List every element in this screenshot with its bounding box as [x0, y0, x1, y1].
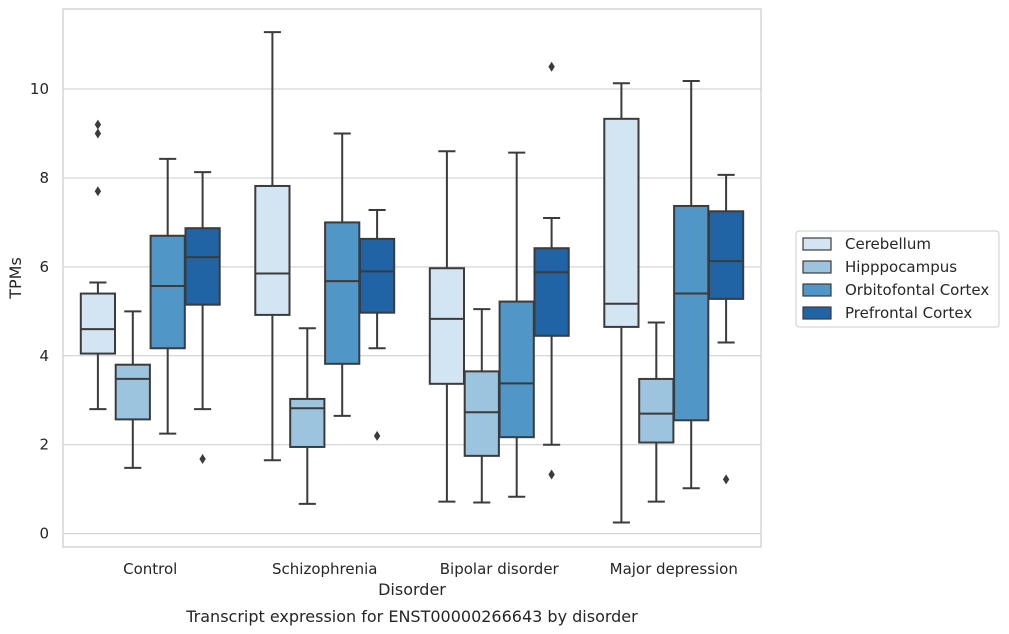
box-body [149, 234, 186, 350]
legend-label: Prefrontal Cortex [845, 304, 972, 322]
box-body [533, 247, 570, 337]
box-body [463, 370, 500, 457]
box-body [707, 210, 745, 300]
box-body [114, 363, 151, 421]
box-schizophrenia-prefrontal-cortex [358, 208, 396, 441]
x-tick-label: Major depression [610, 560, 738, 578]
box-bipolar-disorder-orbitofontal-cortex [498, 151, 535, 498]
box-body [289, 397, 326, 448]
box-control-orbitofontal-cortex [149, 157, 186, 435]
box-schizophrenia-cerebellum [254, 31, 291, 462]
legend-item-prefrontal-cortex: Prefrontal Cortex [802, 304, 972, 322]
box-body [638, 377, 675, 444]
x-tick-label: Bipolar disorder [440, 560, 560, 578]
legend-item-hipppocampus: Hipppocampus [802, 258, 957, 276]
legend-label: Orbitofontal Cortex [845, 281, 989, 299]
box-body [498, 300, 535, 439]
box-schizophrenia-orbitofontal-cortex [324, 132, 361, 417]
x-tick-label: Schizophrenia [272, 560, 377, 578]
legend-swatch [802, 237, 832, 251]
legend: Cerebellum Hipppocampus Orbitofontal Corte… [795, 230, 1000, 328]
legend-items: Cerebellum Hipppocampus Orbitofontal Corte… [802, 235, 989, 322]
legend-swatch [802, 306, 832, 320]
x-axis-ticks: Control Schizophrenia Bipolar disorder Majo… [123, 560, 738, 578]
box-bipolar-disorder-cerebellum [428, 150, 466, 503]
outlier-point [722, 474, 730, 485]
x-axis-title: Disorder [378, 580, 446, 599]
box-body [184, 227, 221, 306]
box-body [673, 204, 710, 422]
box-control-prefrontal-cortex [184, 171, 221, 464]
box-schizophrenia-hipppocampus [289, 327, 326, 505]
box-control-cerebellum [79, 119, 117, 411]
box-major-depression-orbitofontal-cortex [673, 80, 710, 490]
y-tick-label: 8 [39, 169, 49, 187]
y-tick-label: 0 [39, 525, 49, 543]
outlier-point [373, 430, 381, 441]
box-bipolar-disorder-prefrontal-cortex [533, 61, 570, 480]
box-control-hipppocampus [114, 310, 151, 469]
box-bipolar-disorder-hipppocampus [463, 308, 500, 504]
y-tick-label: 4 [39, 347, 49, 365]
box-body [358, 237, 396, 314]
outlier-point [94, 186, 102, 197]
x-tick-label: Control [123, 560, 177, 578]
box-major-depression-prefrontal-cortex [707, 173, 745, 485]
box-body [428, 267, 466, 385]
y-axis-title: TPMs [6, 257, 25, 300]
legend-label: Hipppocampus [845, 258, 957, 276]
y-tick-label: 2 [39, 436, 49, 454]
y-tick-label: 10 [30, 80, 49, 98]
plot-area-frame [62, 8, 762, 548]
legend-swatch [802, 260, 832, 274]
legend-item-cerebellum: Cerebellum [802, 235, 931, 253]
outlier-point [199, 453, 206, 464]
legend-swatch [802, 283, 832, 297]
outlier-point [548, 469, 555, 480]
outlier-point [548, 61, 555, 72]
legend-frame [795, 230, 1000, 328]
legend-label: Cerebellum [845, 235, 931, 253]
y-axis-ticks: 0 2 4 6 8 10 [30, 80, 49, 543]
legend-item-orbitofontal-cortex: Orbitofontal Cortex [802, 281, 989, 299]
y-tick-label: 6 [39, 258, 49, 276]
box-major-depression-cerebellum [603, 82, 640, 524]
boxes [79, 31, 745, 524]
box-body [79, 292, 117, 355]
box-body [324, 221, 361, 365]
box-body [603, 117, 640, 328]
box-body [254, 184, 291, 316]
chart-caption: Transcript expression for ENST0000026664… [185, 607, 638, 626]
outlier-point [94, 128, 102, 139]
outlier-point [94, 119, 102, 130]
box-major-depression-hipppocampus [638, 321, 675, 503]
